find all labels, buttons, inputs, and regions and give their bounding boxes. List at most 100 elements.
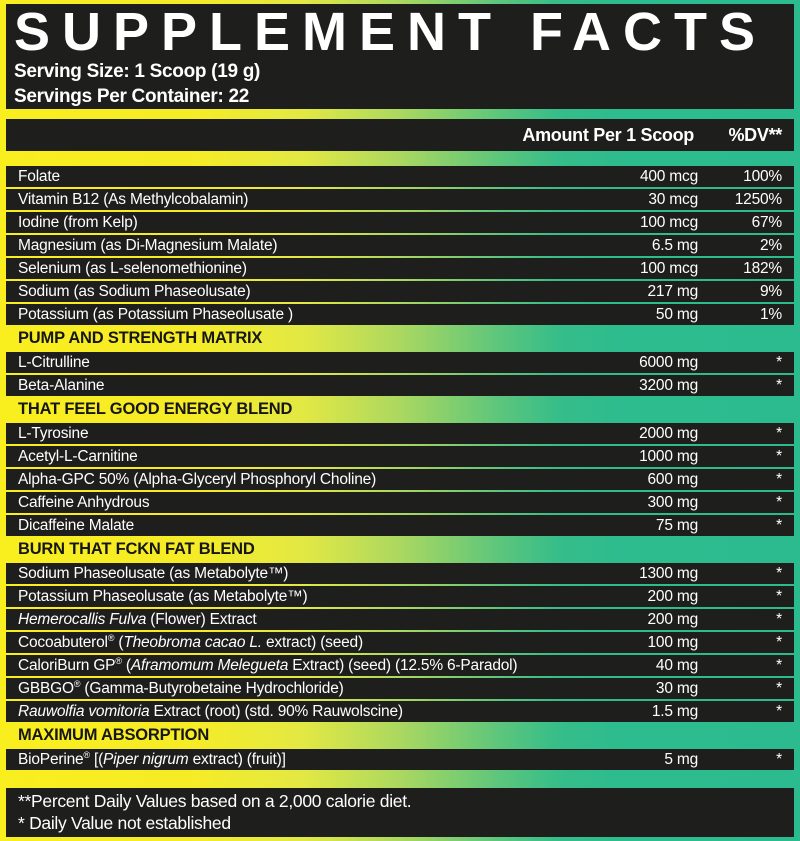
ingredient-dv: * xyxy=(776,376,782,394)
ingredient-row: Sodium (as Sodium Phaseolusate) 217 mg 9% xyxy=(6,281,794,302)
ingredient-dv: * xyxy=(776,610,782,628)
section-header: THAT FEEL GOOD ENERGY BLEND xyxy=(18,400,293,418)
ingredient-amount: 217 mg xyxy=(647,282,699,300)
ingredient-row: BioPerine® [(Piper nigrum extract) (frui… xyxy=(6,749,794,770)
ingredient-name: Magnesium (as Di-Magnesium Malate) xyxy=(18,236,278,254)
ingredient-row: L-Citrulline 6000 mg * xyxy=(6,352,794,373)
ingredient-row: Sodium Phaseolusate (as Metabolyte™) 1300… xyxy=(6,563,794,584)
ingredient-row: Dicaffeine Malate 75 mg * xyxy=(6,515,794,536)
ingredient-name: Cocoabuterol® (Theobroma cacao L. extrac… xyxy=(18,633,363,651)
ingredient-dv: * xyxy=(776,633,782,651)
ingredient-dv: * xyxy=(776,447,782,465)
ingredient-row: CaloriBurn GP® (Aframomum Melegueta Extr… xyxy=(6,655,794,676)
ingredient-name: BioPerine® [(Piper nigrum extract) (frui… xyxy=(18,750,286,768)
ingredient-dv: * xyxy=(776,587,782,605)
ingredient-amount: 6.5 mg xyxy=(651,236,698,254)
ingredient-amount: 50 mg xyxy=(655,305,698,323)
ingredient-dv: * xyxy=(776,656,782,674)
servings-per-container: Servings Per Container: 22 xyxy=(14,86,250,107)
ingredient-dv: 2% xyxy=(759,236,782,254)
ingredient-dv: * xyxy=(776,702,782,720)
amount-column-header: Amount Per 1 Scoop xyxy=(522,124,694,145)
ingredient-amount: 3200 mg xyxy=(639,376,698,394)
ingredient-dv: * xyxy=(776,679,782,697)
ingredient-row: Cocoabuterol® (Theobroma cacao L. extrac… xyxy=(6,632,794,653)
ingredient-dv: * xyxy=(776,470,782,488)
ingredient-name: Selenium (as L-selenomethionine) xyxy=(18,259,247,277)
ingredient-dv: 182% xyxy=(743,259,782,277)
ingredient-row: Beta-Alanine 3200 mg * xyxy=(6,375,794,396)
ingredient-amount: 2000 mg xyxy=(639,424,698,442)
ingredient-amount: 600 mg xyxy=(647,470,699,488)
ingredient-amount: 100 mcg xyxy=(639,259,698,277)
ingredient-amount: 5 mg xyxy=(664,750,698,768)
label-header: SUPPLEMENT FACTS Serving Size: 1 Scoop (… xyxy=(6,4,794,109)
ingredient-name: Sodium Phaseolusate (as Metabolyte™) xyxy=(18,564,289,582)
ingredient-row: Potassium (as Potassium Phaseolusate ) 50… xyxy=(6,304,794,325)
divider-gradient-strip xyxy=(6,151,794,166)
ingredient-amount: 300 mg xyxy=(647,493,699,511)
ingredient-name: Hemerocallis Fulva (Flower) Extract xyxy=(18,610,257,628)
ingredient-name: Beta-Alanine xyxy=(18,376,105,394)
ingredient-row: Caffeine Anhydrous 300 mg * xyxy=(6,492,794,513)
footnote-not-established: * Daily Value not established xyxy=(18,813,231,833)
ingredient-amount: 100 mg xyxy=(647,633,699,651)
ingredient-amount: 6000 mg xyxy=(639,353,698,371)
ingredient-row: Folate 400 mcg 100% xyxy=(6,166,794,187)
ingredient-amount: 400 mcg xyxy=(639,167,698,185)
ingredient-row: Rauwolfia vomitoria Extract (root) (std.… xyxy=(6,701,794,722)
ingredient-dv: * xyxy=(776,424,782,442)
ingredient-name: GBBGO® (Gamma-Butyrobetaine Hydrochlorid… xyxy=(18,679,344,697)
divider-gradient-strip xyxy=(6,770,794,788)
ingredient-dv: 9% xyxy=(759,282,782,300)
ingredient-dv: * xyxy=(776,750,782,768)
ingredient-row: Magnesium (as Di-Magnesium Malate) 6.5 mg… xyxy=(6,235,794,256)
ingredient-row: Alpha-GPC 50% (Alpha-Glyceryl Phosphoryl… xyxy=(6,469,794,490)
ingredient-row: Potassium Phaseolusate (as Metabolyte™) 2… xyxy=(6,586,794,607)
footnote-daily-values: **Percent Daily Values based on a 2,000 … xyxy=(18,791,412,811)
ingredient-name: Rauwolfia vomitoria Extract (root) (std.… xyxy=(18,702,403,720)
facts-table: Folate 400 mcg 100% Vitamin B12 (As Methylc… xyxy=(6,166,794,770)
label-title: SUPPLEMENT FACTS xyxy=(14,2,768,62)
ingredient-amount: 200 mg xyxy=(647,587,699,605)
ingredient-name: Folate xyxy=(18,167,60,185)
ingredient-amount: 30 mcg xyxy=(648,190,698,208)
dv-column-header: %DV** xyxy=(728,124,782,145)
ingredient-row: GBBGO® (Gamma-Butyrobetaine Hydrochlorid… xyxy=(6,678,794,699)
ingredient-name: Caffeine Anhydrous xyxy=(18,493,150,511)
ingredient-amount: 30 mg xyxy=(655,679,698,697)
section-header: BURN THAT FCKN FAT BLEND xyxy=(18,540,255,558)
ingredient-name: Acetyl-L-Carnitine xyxy=(18,447,138,465)
ingredient-name: Potassium (as Potassium Phaseolusate ) xyxy=(18,305,293,323)
ingredient-row: Acetyl-L-Carnitine 1000 mg * xyxy=(6,446,794,467)
ingredient-row: Selenium (as L-selenomethionine) 100 mcg 1… xyxy=(6,258,794,279)
ingredient-name: Potassium Phaseolusate (as Metabolyte™) xyxy=(18,587,308,605)
ingredient-name: Iodine (from Kelp) xyxy=(18,213,138,231)
ingredient-amount: 40 mg xyxy=(655,656,698,674)
ingredient-dv: 67% xyxy=(751,213,783,231)
serving-size: Serving Size: 1 Scoop (19 g) xyxy=(14,61,261,82)
ingredient-name: Dicaffeine Malate xyxy=(18,516,135,534)
ingredient-row: Iodine (from Kelp) 100 mcg 67% xyxy=(6,212,794,233)
section-header: PUMP AND STRENGTH MATRIX xyxy=(18,329,263,347)
ingredient-name: Sodium (as Sodium Phaseolusate) xyxy=(18,282,251,300)
ingredient-amount: 1000 mg xyxy=(639,447,698,465)
ingredient-name: Vitamin B12 (As Methylcobalamin) xyxy=(18,190,249,208)
ingredient-row: Hemerocallis Fulva (Flower) Extract 200 m… xyxy=(6,609,794,630)
ingredient-row: L-Tyrosine 2000 mg * xyxy=(6,423,794,444)
ingredient-dv: * xyxy=(776,564,782,582)
ingredient-amount: 100 mcg xyxy=(639,213,698,231)
ingredient-dv: 1% xyxy=(759,305,782,323)
ingredient-amount: 75 mg xyxy=(655,516,698,534)
ingredient-dv: 100% xyxy=(743,167,782,185)
ingredient-name: Alpha-GPC 50% (Alpha-Glyceryl Phosphoryl… xyxy=(18,470,377,488)
ingredient-dv: 1250% xyxy=(734,190,782,208)
ingredient-amount: 200 mg xyxy=(647,610,699,628)
section-header: MAXIMUM ABSORPTION xyxy=(18,726,210,744)
ingredient-dv: * xyxy=(776,493,782,511)
column-header-row: Amount Per 1 Scoop %DV** xyxy=(6,119,794,151)
ingredient-name: CaloriBurn GP® (Aframomum Melegueta Extr… xyxy=(18,656,518,674)
ingredient-name: L-Citrulline xyxy=(18,353,90,371)
ingredient-dv: * xyxy=(776,353,782,371)
